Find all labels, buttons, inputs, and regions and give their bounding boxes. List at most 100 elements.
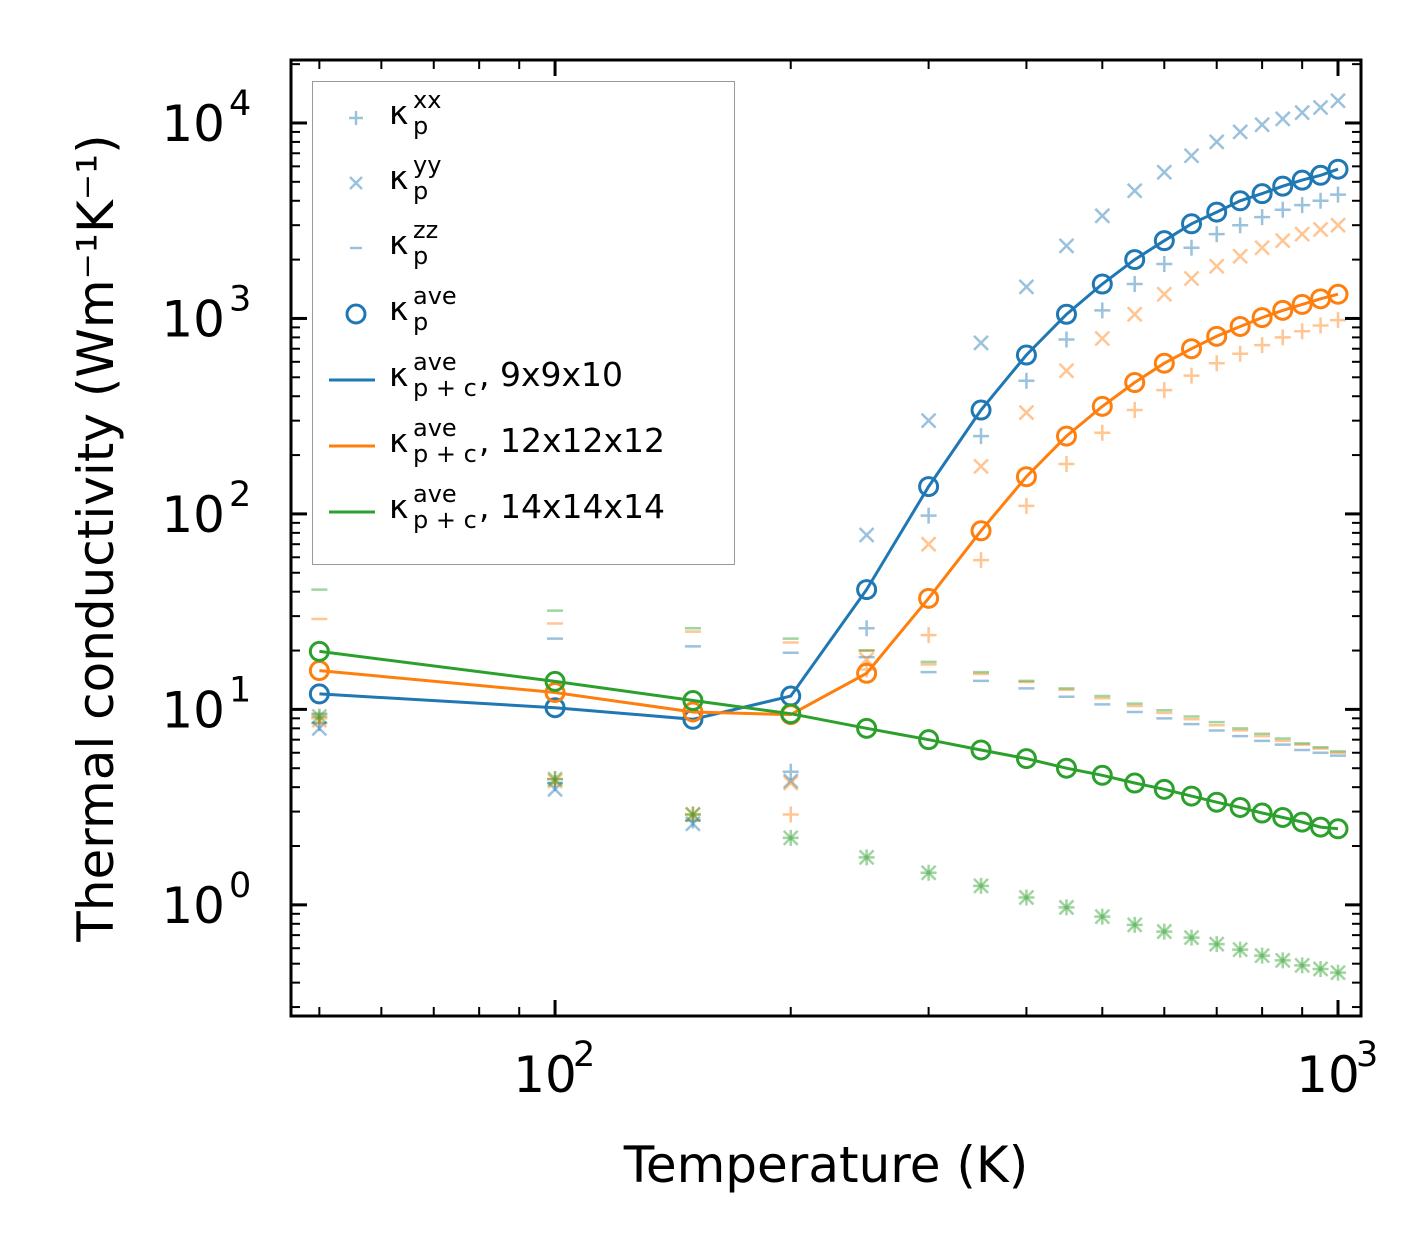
- legend-item-14x14x14: κ ave p + c, 14x14x14: [313, 482, 736, 542]
- kappa-ave-point: [1251, 307, 1273, 329]
- kappa-yy-point: [1094, 330, 1111, 347]
- kappa-yy-point: [1294, 104, 1311, 121]
- kappa-xx-point: [1294, 323, 1311, 340]
- kappa-xx-point: [1156, 923, 1173, 940]
- kappa-xx-point: [1208, 355, 1225, 372]
- x-tick-label-exponent: 2: [573, 1035, 595, 1075]
- kappa-yy-point: [1330, 217, 1346, 234]
- kappa-yy-point: [1312, 961, 1329, 977]
- kappa-ave-point: [918, 476, 940, 498]
- legend: κ xx p κ yy p κ zz p κ ave p κ ave p + c, 9x9x10 κ…: [312, 81, 735, 565]
- kappa-yy-point: [685, 806, 701, 823]
- kappa-ave-point: [1206, 201, 1228, 223]
- kappa-yy-point: [1330, 92, 1346, 109]
- kappa-ave-point: [1229, 190, 1251, 212]
- kappa-ave-point: [1272, 806, 1294, 828]
- kappa-xx-point: [1156, 255, 1173, 272]
- x-tick-label: 10: [1296, 1046, 1360, 1104]
- kappa-xx-point: [1058, 899, 1075, 916]
- kappa-xx-point: [547, 771, 564, 788]
- kappa-xx-point: [1058, 456, 1075, 473]
- kappa-ave-point: [1327, 818, 1349, 840]
- y-tick-label-exponent: 3: [229, 279, 251, 319]
- kappa-ave-point: [1327, 158, 1349, 180]
- kappa-yy-point: [1232, 248, 1249, 265]
- kappa-xx-point: [1254, 209, 1271, 226]
- kappa-ave-point: [1015, 748, 1037, 770]
- kappa-ave-point: [1251, 183, 1273, 205]
- legend-item-9x9x10: κ ave p + c, 9x9x10: [313, 350, 736, 410]
- plus-marker-icon: [349, 111, 363, 125]
- kappa-xx-point: [973, 877, 990, 894]
- kappa-yy-point: [858, 849, 875, 866]
- kappa-ave-point: [1251, 802, 1273, 824]
- y-tick-label: 10: [161, 290, 225, 348]
- kappa-ave-point: [1327, 283, 1349, 305]
- kappa-ave-point: [1091, 764, 1113, 786]
- kappa-xx-point: [684, 812, 701, 829]
- kappa-ave-point: [1291, 811, 1313, 833]
- kappa-xx-point: [1094, 424, 1111, 441]
- kappa-xx-point: [1018, 497, 1035, 514]
- kappa-yy-point: [1018, 404, 1035, 421]
- kappa-ave-point: [970, 520, 992, 542]
- kappa-ave-point: [1153, 230, 1175, 252]
- kappa-xx-point: [1126, 916, 1143, 933]
- kappa-xx-point: [1294, 957, 1311, 974]
- kappa-ave-point: [1015, 466, 1037, 488]
- kappa-yy-point: [973, 334, 989, 351]
- kappa-ave-point: [1291, 293, 1313, 315]
- kappa-xx-point: [684, 806, 701, 823]
- kappa-xx-point: [311, 710, 328, 727]
- kappa-yy-point: [782, 773, 799, 789]
- kappa-xx-point: [1094, 302, 1111, 319]
- kappa-yy-point: [1058, 238, 1075, 254]
- y-tick-label-exponent: 4: [229, 84, 251, 124]
- kappa-xx-point: [684, 806, 701, 823]
- legend-item-kappa-zz: κ zz p: [313, 218, 736, 278]
- kappa-yy-point: [1208, 936, 1225, 952]
- kappa-yy-point: [311, 708, 328, 725]
- kappa-yy-point: [1208, 258, 1225, 275]
- kappa-ave-point: [1272, 299, 1294, 321]
- y-tick-label: 10: [161, 681, 225, 739]
- kappa-ave-point: [1206, 791, 1228, 813]
- kappa-yy-point: [1274, 232, 1291, 249]
- kappa-xx-point: [920, 627, 937, 644]
- kappa-xx-point: [1329, 186, 1346, 203]
- kappa-ave-point: [1206, 325, 1228, 347]
- kappa-xx-point: [1294, 197, 1311, 214]
- kappa-yy-point: [1183, 270, 1200, 287]
- kappa-xx-point: [311, 715, 328, 732]
- kappa-yy-point: [1274, 110, 1291, 127]
- kappa-yy-point: [973, 878, 989, 894]
- kappa-xx-point: [1208, 936, 1225, 953]
- x-tick-label-exponent: 3: [1356, 1035, 1378, 1075]
- kappa-yy-point: [1254, 239, 1271, 256]
- kappa-xx-point: [1274, 201, 1291, 218]
- kappa-pc-ave-line: [319, 292, 1339, 717]
- legend-item-kappa-xx: κ xx p: [313, 88, 736, 148]
- x-tick-label: 10: [513, 1046, 577, 1104]
- kappa-yy-point: [920, 536, 937, 553]
- kappa-yy-point: [1183, 147, 1200, 164]
- kappa-yy-point: [1208, 134, 1225, 150]
- kappa-xx-point: [1126, 276, 1143, 293]
- kappa-yy-point: [1312, 221, 1329, 238]
- y-tick-label-exponent: 0: [229, 866, 251, 906]
- kappa-xx-point: [1329, 312, 1346, 329]
- kappa-ave-point: [918, 729, 940, 751]
- kappa-ave-point: [1055, 425, 1077, 447]
- kappa-xx-point: [1156, 382, 1173, 399]
- kappa-ave-point: [780, 703, 802, 725]
- kappa-ave-point: [1272, 175, 1294, 197]
- kappa-yy-point: [1058, 899, 1075, 916]
- kappa-yy-point: [311, 712, 328, 729]
- kappa-yy-point: [1254, 116, 1271, 133]
- kappa-yy-point: [1330, 964, 1346, 981]
- kappa-xx-point: [1312, 192, 1329, 209]
- kappa-ave-point: [856, 662, 878, 684]
- kappa-yy-point: [920, 864, 937, 881]
- y-tick-label-exponent: 2: [229, 475, 251, 515]
